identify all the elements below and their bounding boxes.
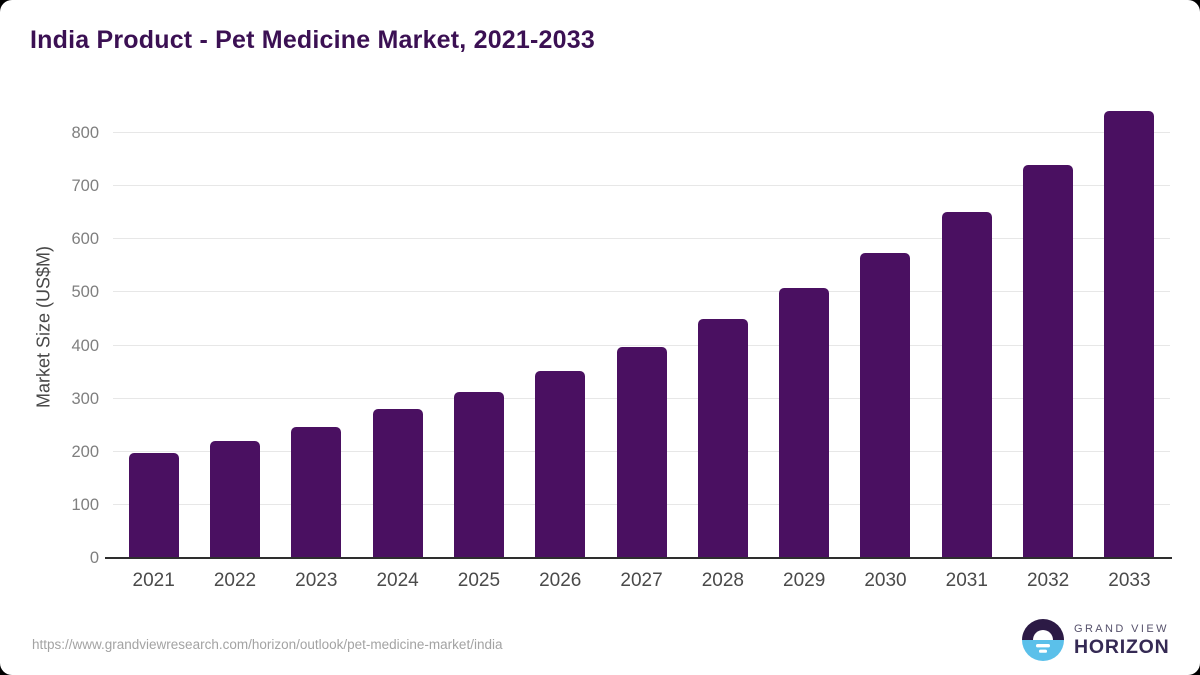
x-tick-label-2022: 2022 bbox=[213, 570, 257, 591]
logo-text: GRAND VIEW HORIZON bbox=[1074, 622, 1170, 659]
bar-2029[interactable] bbox=[779, 288, 830, 558]
bar-2031[interactable] bbox=[941, 211, 992, 558]
bar-2023[interactable] bbox=[291, 427, 342, 558]
bar-slot-2031 bbox=[926, 96, 1007, 558]
grand-view-horizon-logo: GRAND VIEW HORIZON bbox=[1022, 619, 1170, 661]
logo-mark-top-half bbox=[1022, 619, 1064, 640]
y-tick-label-200: 200 bbox=[71, 442, 99, 461]
bar-slot-2024 bbox=[357, 96, 438, 558]
bar-slot-2028 bbox=[682, 96, 763, 558]
y-tick-label-700: 700 bbox=[71, 177, 99, 196]
x-tick-label-2029: 2029 bbox=[783, 570, 826, 591]
bar-2025[interactable] bbox=[453, 391, 504, 558]
bar-2033[interactable] bbox=[1104, 111, 1155, 558]
bar-2026[interactable] bbox=[535, 371, 586, 558]
x-tick-label-2025: 2025 bbox=[457, 570, 501, 591]
bar-2021[interactable] bbox=[128, 452, 179, 558]
x-tick-label-2026: 2026 bbox=[539, 570, 582, 591]
bar-slot-2033 bbox=[1089, 96, 1170, 558]
x-tick-label-2031: 2031 bbox=[945, 570, 988, 591]
y-axis-tick-labels: 0 100 200 300 400 500 600 700 800 bbox=[0, 96, 99, 567]
bar-slot-2025 bbox=[438, 96, 519, 558]
y-tick-label-100: 100 bbox=[71, 495, 99, 514]
logo-sun-dome bbox=[1033, 630, 1053, 640]
bar-slot-2026 bbox=[520, 96, 601, 558]
y-tick-label-600: 600 bbox=[71, 230, 99, 249]
bar-slot-2021 bbox=[113, 96, 194, 558]
gridline-400 bbox=[113, 344, 1170, 346]
gridline-800 bbox=[113, 132, 1170, 134]
x-axis-tick-labels: 2021 2022 2023 2024 2025 2026 2027 2028 2029 2030… bbox=[113, 570, 1170, 592]
y-tick-label-400: 400 bbox=[71, 336, 99, 355]
logo-reflection-line-2 bbox=[1039, 649, 1047, 653]
bar-2032[interactable] bbox=[1023, 164, 1074, 558]
bar-2022[interactable] bbox=[209, 440, 260, 558]
x-tick-label-2024: 2024 bbox=[376, 570, 419, 591]
logo-bottom-text: HORIZON bbox=[1074, 635, 1170, 658]
bar-slot-2023 bbox=[276, 96, 357, 558]
chart-title: India Product - Pet Medicine Market, 202… bbox=[30, 26, 595, 54]
bar-slot-2027 bbox=[601, 96, 682, 558]
gridline-500 bbox=[113, 291, 1170, 293]
x-tick-label-2023: 2023 bbox=[295, 570, 338, 591]
bar-slot-2030 bbox=[845, 96, 926, 558]
bar-2027[interactable] bbox=[616, 347, 667, 558]
bar-slot-2022 bbox=[194, 96, 275, 558]
x-tick-label-2033: 2033 bbox=[1108, 570, 1151, 591]
x-tick-label-2027: 2027 bbox=[620, 570, 663, 591]
y-tick-label-800: 800 bbox=[71, 124, 99, 143]
y-tick-label-0: 0 bbox=[89, 549, 99, 567]
x-axis-line bbox=[105, 557, 1172, 559]
x-tick-label-2030: 2030 bbox=[864, 570, 907, 591]
bar-slot-2029 bbox=[764, 96, 845, 558]
logo-top-text: GRAND VIEW bbox=[1074, 622, 1169, 635]
bar-2030[interactable] bbox=[860, 253, 911, 558]
gridline-600 bbox=[113, 238, 1170, 240]
bar-slot-2032 bbox=[1007, 96, 1088, 558]
y-tick-label-300: 300 bbox=[71, 389, 99, 408]
gridline-700 bbox=[113, 185, 1170, 187]
bar-2024[interactable] bbox=[372, 409, 423, 558]
source-url: https://www.grandviewresearch.com/horizo… bbox=[32, 637, 503, 652]
bar-2028[interactable] bbox=[697, 319, 748, 558]
plot-area bbox=[113, 96, 1170, 558]
y-tick-label-500: 500 bbox=[71, 283, 99, 302]
x-tick-label-2021: 2021 bbox=[132, 570, 175, 591]
x-tick-label-2028: 2028 bbox=[701, 570, 744, 591]
x-tick-label-2032: 2032 bbox=[1026, 570, 1070, 591]
horizon-sun-icon bbox=[1022, 619, 1064, 661]
bars-row bbox=[113, 96, 1170, 558]
logo-reflection-line-1 bbox=[1036, 644, 1050, 648]
